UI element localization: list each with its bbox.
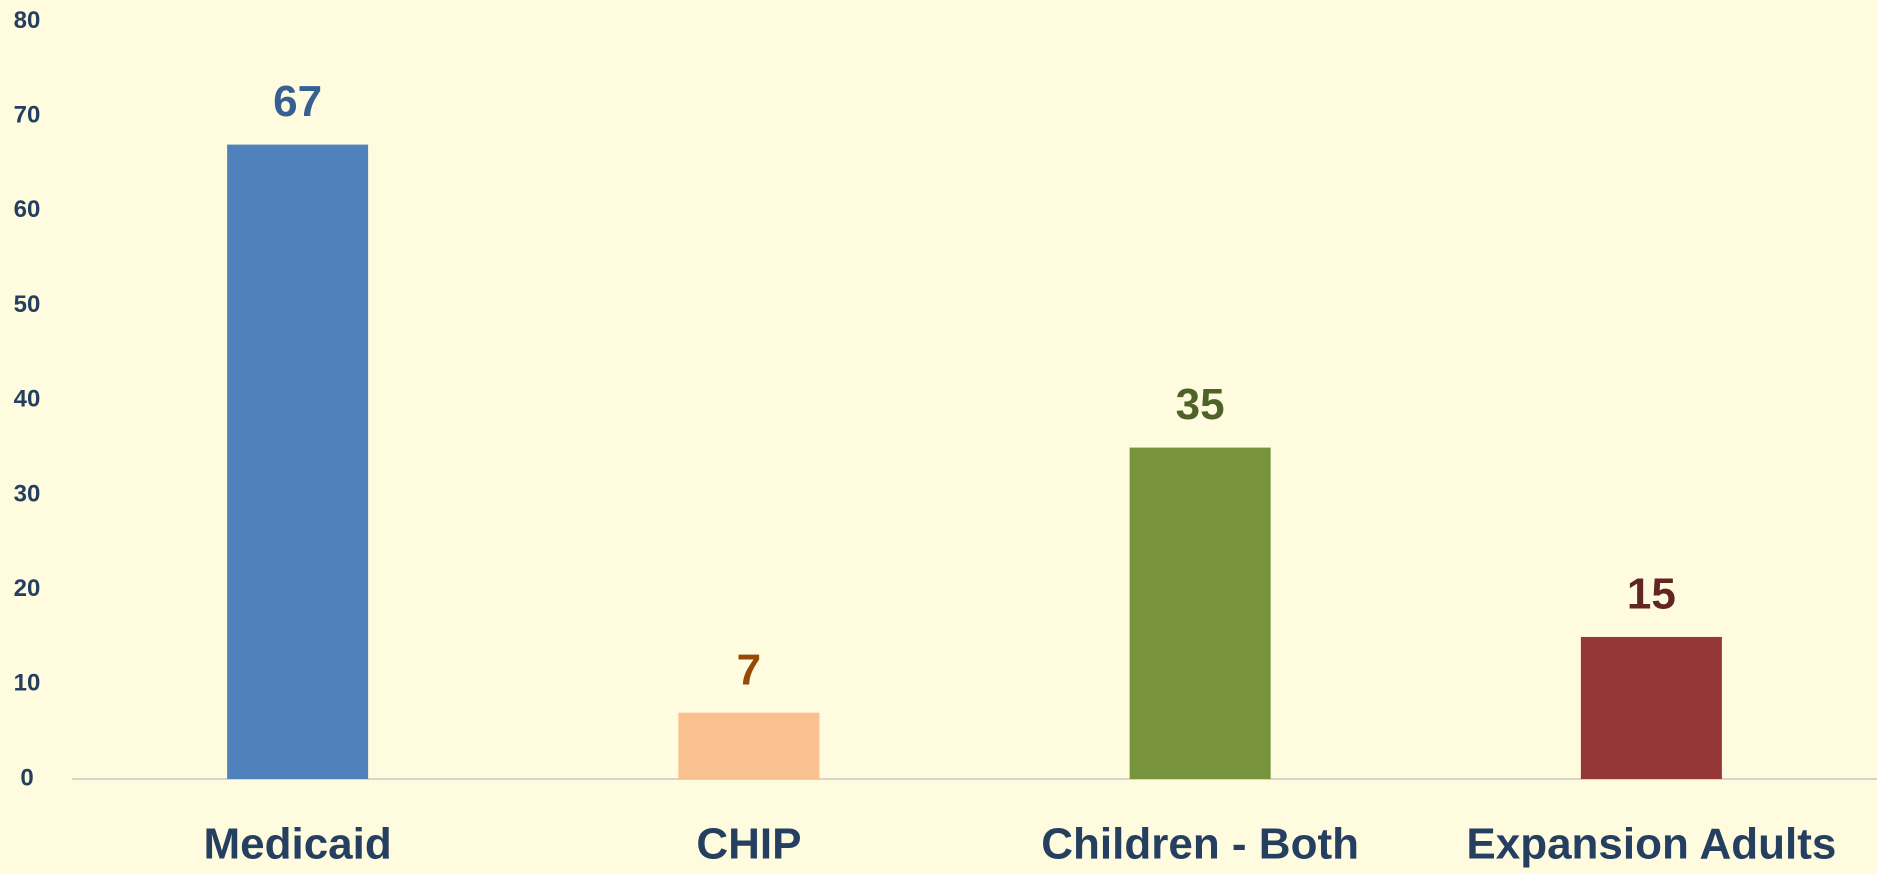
y-tick-label: 50 [14,291,41,318]
y-tick-label: 40 [14,386,41,413]
value-label: 67 [273,77,322,126]
x-tick-label: Medicaid [203,820,391,869]
bar [678,712,820,779]
y-tick-label: 60 [14,196,41,223]
value-label: 35 [1176,380,1225,429]
x-tick-label: Expansion Adults [1466,820,1836,869]
y-tick-label: 80 [14,7,41,34]
y-tick-label: 70 [14,102,41,129]
y-tick-label: 10 [14,670,41,697]
y-tick-label: 20 [14,575,41,602]
bar [227,144,369,779]
bar [1129,447,1271,779]
bar [1580,636,1722,779]
value-label: 7 [737,645,761,694]
x-tick-label: Children - Both [1041,820,1359,869]
x-tick-label: CHIP [696,820,801,869]
y-tick-label: 0 [20,764,33,791]
y-tick-label: 30 [14,480,41,507]
value-label: 15 [1627,570,1676,619]
